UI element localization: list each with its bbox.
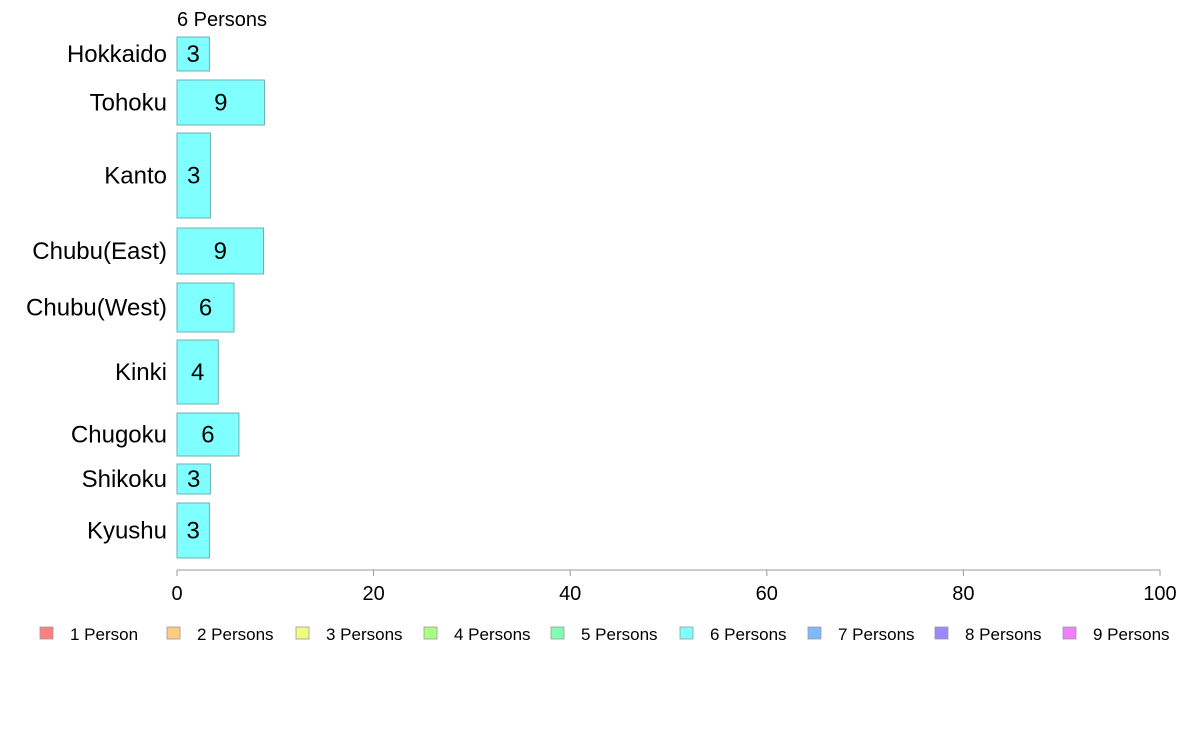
category-label: Chubu(West) [26,295,167,322]
bar [176,412,240,457]
x-tick-label: 100 [1143,583,1176,605]
data-label: 9 [214,90,227,117]
data-label: 9 [214,238,227,265]
data-label: 3 [187,41,200,68]
category-label: Kanto [104,163,167,190]
legend-label: 3 Persons [326,625,403,644]
legend-swatch [550,626,565,640]
bar [176,132,211,219]
data-label: 3 [187,466,200,493]
data-label: 4 [191,359,204,386]
x-tick-label: 80 [952,583,974,605]
legend-swatch [934,626,949,640]
category-label: Tohoku [90,90,167,117]
bar [176,463,211,495]
bar [176,502,210,559]
category-label: Shikoku [82,466,167,493]
data-label: 6 [199,295,212,322]
data-label: 6 [201,422,214,449]
legend-label: 1 Person [70,625,138,644]
category-labels: Hokkaido Tohoku Kanto Chubu(East) Chubu(West… [26,41,167,545]
legend-label: 7 Persons [838,625,915,644]
bar [176,36,210,72]
category-label: Chugoku [71,422,167,449]
legend-label: 8 Persons [965,625,1042,644]
data-label: 3 [187,518,200,545]
series-label: 6 Persons [177,9,267,31]
category-label: Chubu(East) [32,238,167,265]
bar [176,79,265,126]
legend-swatch [295,626,310,640]
legend-swatch [423,626,438,640]
legend-label: 9 Persons [1093,625,1170,644]
legend-label: 5 Persons [581,625,658,644]
x-axis: 0 20 40 60 80 100 [171,569,1177,605]
legend: 1 Person 2 Persons 3 Persons 4 Persons 5 Per… [39,625,1170,644]
legend-swatch [807,626,822,640]
x-tick-label: 60 [756,583,778,605]
bar [176,282,235,333]
category-label: Kinki [115,359,167,386]
category-label: Kyushu [87,518,167,545]
legend-label: 4 Persons [454,625,531,644]
legend-swatch [679,626,694,640]
legend-label: 6 Persons [710,625,787,644]
x-tick-label: 20 [362,583,384,605]
legend-swatch [39,626,54,640]
legend-swatch [166,626,181,640]
bar [176,339,219,405]
legend-swatch [1062,626,1077,640]
data-label: 3 [187,163,200,190]
x-tick-label: 0 [171,583,182,605]
category-label: Hokkaido [67,41,167,68]
bar [176,227,265,275]
legend-label: 2 Persons [197,625,274,644]
x-tick-label: 40 [559,583,581,605]
